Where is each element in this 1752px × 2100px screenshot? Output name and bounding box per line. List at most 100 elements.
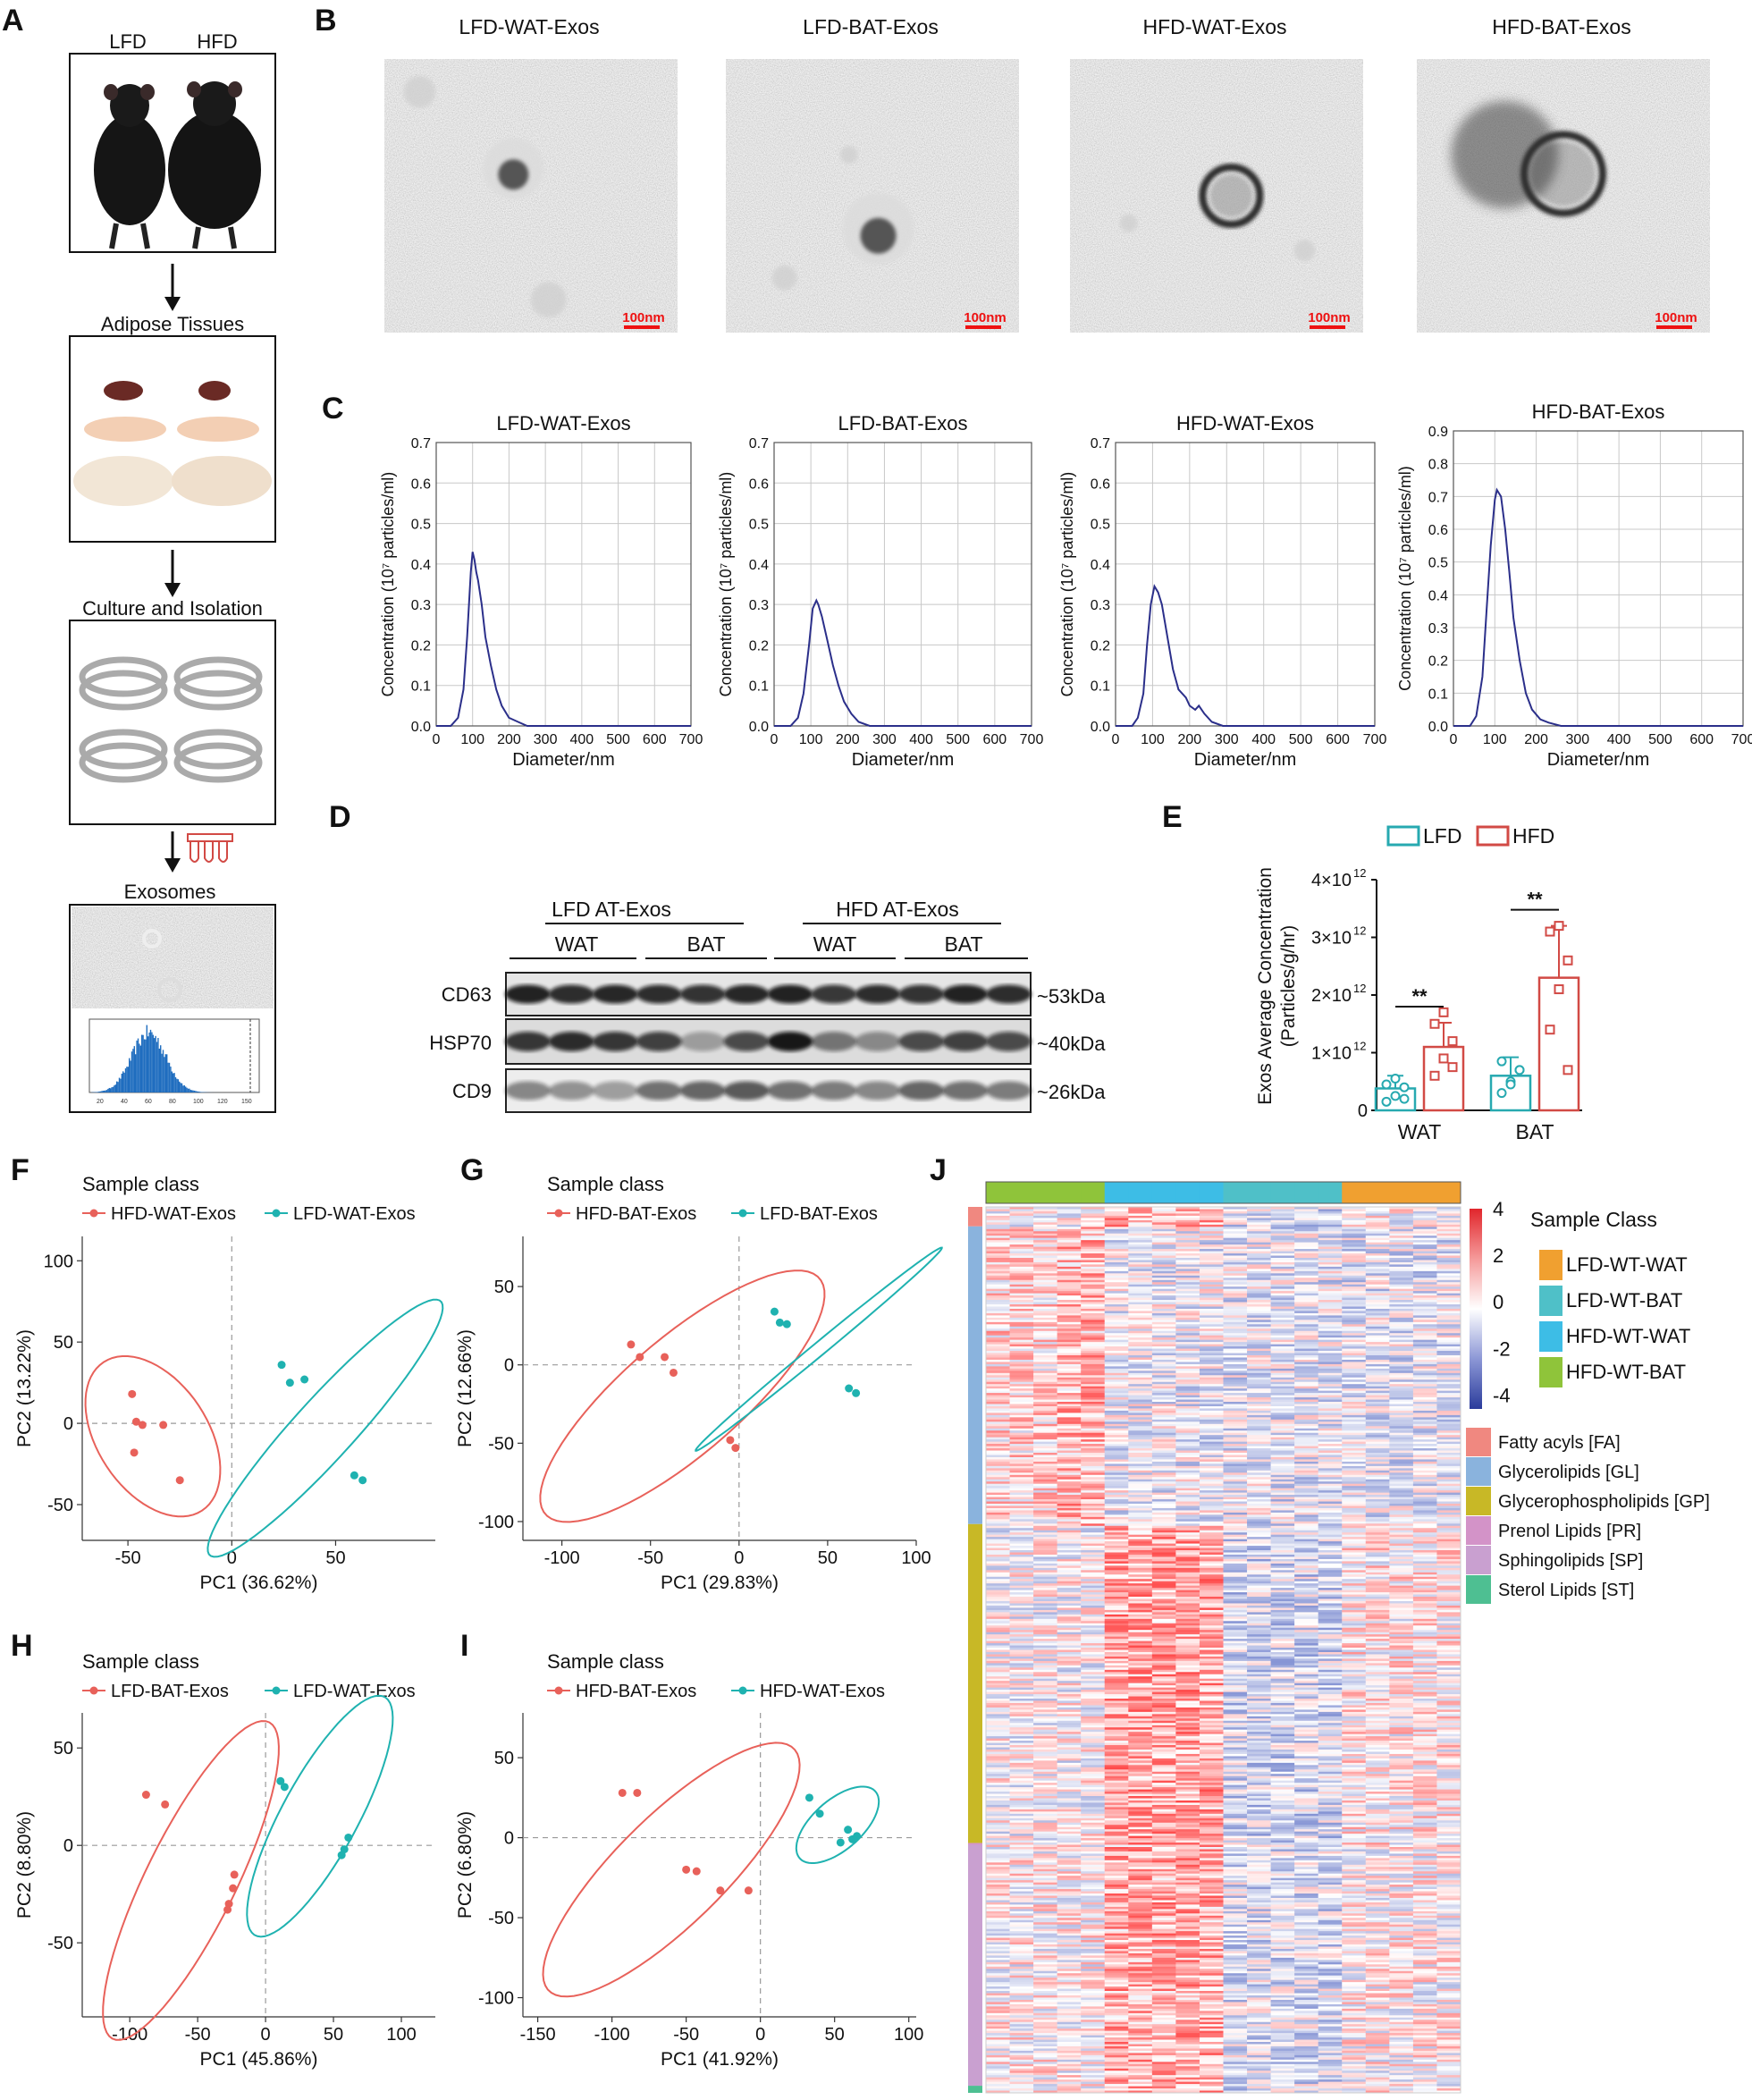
pca-confidence-ellipse	[84, 1355, 222, 1518]
scale-bar	[624, 325, 660, 329]
pca-xtick: 50	[825, 2025, 845, 2045]
column-annotation	[1365, 1182, 1390, 1203]
nta-xtick: 700	[1020, 732, 1044, 747]
pca-confidence-ellipse	[539, 1269, 826, 1523]
bar-ytick-exp: 12	[1353, 982, 1366, 995]
tem-title: HFD-WAT-Exos	[1143, 15, 1287, 38]
pca-xtick: -50	[185, 2025, 211, 2045]
pca-ytick: 0	[63, 1414, 73, 1434]
nta-xtick: 200	[497, 732, 521, 747]
band-cd9-label: CD9	[452, 1080, 492, 1102]
panel-j-heatmap: 4 2 0 -2 -4 Sample Class LFD-WT-WAT LFD-WT-BAT H…	[968, 1181, 1710, 2094]
bar-category-label: BAT	[1515, 1120, 1554, 1143]
pca-xtick: 100	[901, 1548, 931, 1568]
nta-xtick: 0	[433, 732, 441, 747]
row-annotation	[968, 1226, 982, 1524]
nta-xtick: 100	[1141, 732, 1165, 747]
bar-ytick: 2×10	[1311, 986, 1352, 1006]
pca-point	[815, 1809, 824, 1818]
band-cd63-label: CD63	[442, 983, 492, 1006]
pca-point	[845, 1384, 854, 1393]
nta-ytick: 0.8	[1428, 458, 1448, 473]
bar-point	[1447, 1062, 1458, 1073]
nta-ytick: 0.5	[1428, 556, 1448, 571]
tem-image	[384, 59, 678, 333]
pca-point	[130, 1448, 139, 1457]
pca-xlabel: PC1 (41.92%)	[661, 2049, 779, 2070]
panel-d-western-blot: LFD AT-Exos HFD AT-Exos WAT BAT WAT BAT …	[429, 898, 1106, 1113]
row-annotation	[968, 2086, 982, 2093]
pca-point	[782, 1320, 791, 1328]
column-annotation	[1436, 1182, 1461, 1203]
bar-ytick: 0	[1358, 1101, 1368, 1121]
label-hfd: HFD	[197, 30, 237, 53]
scale-bar-label: 100nm	[1655, 310, 1697, 325]
blot-band	[986, 1032, 1032, 1051]
pca-xtick: -50	[637, 1548, 663, 1568]
panel-letter-h: H	[11, 1629, 33, 1663]
column-annotation	[1128, 1182, 1153, 1203]
column-annotation	[986, 1182, 1011, 1203]
nta-xtick: 200	[1178, 732, 1202, 747]
column-annotation	[1057, 1182, 1082, 1203]
nta-ytick: 0.5	[1091, 518, 1110, 533]
nta-ylabel: Concentration (10⁷ particles/ml)	[379, 472, 397, 697]
pca-legend-title: Sample class	[82, 1650, 199, 1673]
heatmap-column	[1009, 1207, 1034, 2094]
lipid-class-label: Glycerolipids [GL]	[1498, 1463, 1639, 1482]
pca-point	[804, 1793, 813, 1802]
legend-hfd-swatch	[1476, 825, 1510, 847]
nta-xtick: 0	[771, 732, 779, 747]
nta-xtick: 300	[1215, 732, 1239, 747]
size-histogram-thumb: 20 40 60 80 100 120 150	[88, 1018, 260, 1105]
dish-frame	[69, 620, 276, 825]
pca-ytick: 0	[504, 1356, 514, 1376]
nta-xtick: 600	[643, 732, 667, 747]
nta-ylabel: Concentration (10⁷ particles/ml)	[1058, 472, 1076, 697]
lipid-class-label: Glycerophospholipids [GP]	[1498, 1492, 1710, 1512]
pca-xtick: -50	[115, 1548, 141, 1568]
tissue-wat-2: WAT	[813, 932, 857, 956]
pca-xtick: 50	[325, 1548, 345, 1568]
pca-point	[636, 1353, 644, 1362]
column-annotation	[1151, 1182, 1176, 1203]
pca-point	[344, 1833, 353, 1842]
panel-letter-g: G	[460, 1153, 484, 1187]
column-annotation	[1294, 1182, 1319, 1203]
blot-band	[548, 984, 594, 1004]
mouse-hfd-image	[168, 81, 261, 249]
blot-band	[986, 1081, 1032, 1101]
lipid-class-swatch	[1466, 1575, 1491, 1604]
heatmap-column	[1365, 1207, 1390, 2094]
nta-ytick: 0.3	[411, 598, 431, 613]
blot-band	[942, 984, 989, 1004]
pca-legend-label: HFD-WAT-Exos	[760, 1682, 885, 1701]
blot-band	[811, 984, 857, 1004]
bar-ytick-exp: 12	[1353, 924, 1366, 938]
nta-ytick: 0.2	[411, 638, 431, 654]
pca-legend-title: Sample class	[547, 1650, 664, 1673]
step-culture-isolation: Culture and Isolation	[82, 597, 263, 620]
pca-xtick: 0	[227, 1548, 237, 1568]
nta-ytick: 0.9	[1428, 425, 1448, 440]
lipid-class-swatch	[1466, 1487, 1491, 1515]
panel-letter-d: D	[329, 800, 351, 834]
label-lfd: LFD	[109, 30, 147, 53]
pca-legend-title: Sample class	[82, 1173, 199, 1195]
nta-ytick: 0.3	[749, 598, 769, 613]
bar-ytick: 3×10	[1311, 929, 1352, 949]
pca-point	[285, 1379, 294, 1387]
pca-xtick: 50	[818, 1548, 838, 1568]
nta-xtick: 300	[1566, 732, 1590, 747]
blot-band	[636, 984, 682, 1004]
nta-xtick: 700	[1731, 732, 1752, 747]
nta-ytick: 0.0	[411, 720, 431, 735]
pca-ytick: 50	[494, 1278, 514, 1297]
pca-xtick: -50	[673, 2025, 699, 2045]
bar-point	[1390, 1091, 1401, 1101]
blot-band	[592, 984, 638, 1004]
nta-ytick: 0.4	[749, 558, 769, 573]
row-annotation	[968, 1523, 982, 1843]
nta-xtick: 300	[534, 732, 558, 747]
